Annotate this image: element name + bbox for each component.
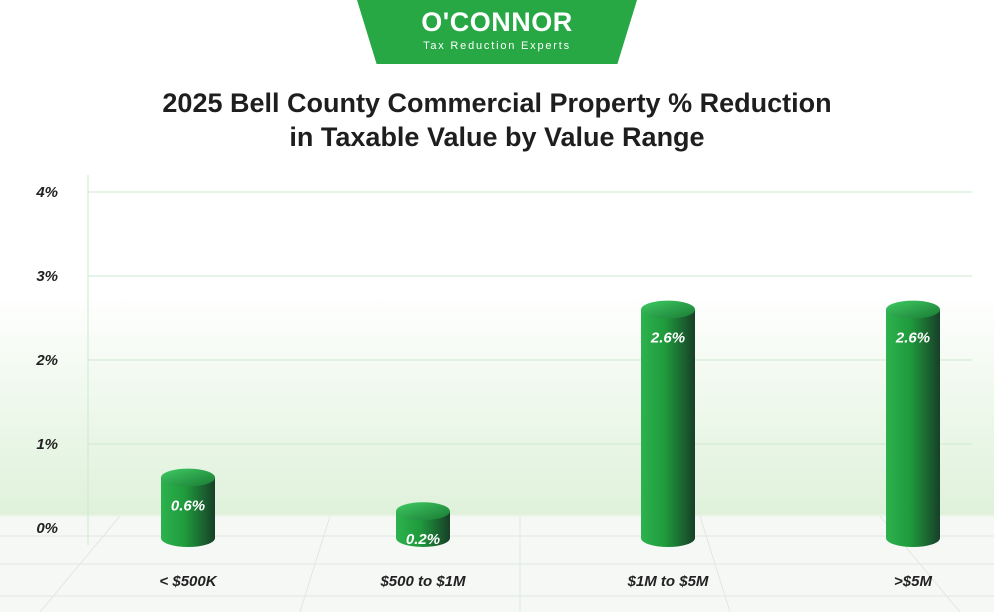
- bar: [641, 300, 695, 547]
- logo-tagline: Tax Reduction Experts: [423, 40, 571, 52]
- bar: [886, 300, 940, 547]
- logo-banner: [357, 0, 637, 64]
- bar-body: [641, 309, 695, 547]
- bar-top: [886, 300, 940, 319]
- chart-title: 2025 Bell County Commercial Property % R…: [0, 86, 994, 154]
- data-label: 0.6%: [171, 498, 205, 515]
- x-axis-ticks: < $500K $500 to $1M $1M to $5M >$5M: [159, 573, 932, 590]
- x-tick-label: < $500K: [159, 573, 217, 590]
- bars: 0.6% 0.2% 2.6% 2.6%: [161, 300, 940, 548]
- y-axis-ticks: 0% 1% 2% 3% 4%: [35, 184, 58, 537]
- y-tick-label: 3%: [36, 268, 58, 285]
- chart-title-line-1: 2025 Bell County Commercial Property % R…: [162, 88, 832, 118]
- y-tick-label: 4%: [35, 184, 58, 201]
- data-label: 2.6%: [895, 330, 930, 347]
- logo-name: O'CONNOR: [421, 7, 573, 37]
- data-label: 0.2%: [406, 531, 440, 548]
- x-tick-label: $500 to $1M: [379, 573, 466, 590]
- y-tick-label: 0%: [36, 520, 58, 537]
- y-tick-label: 1%: [36, 436, 58, 453]
- bar-body: [886, 309, 940, 547]
- bar-body: [161, 477, 215, 547]
- chart-title-line-2: in Taxable Value by Value Range: [289, 122, 705, 152]
- bar-top: [161, 468, 215, 487]
- bar-top: [641, 300, 695, 319]
- gridlines: [87, 175, 972, 545]
- bar: [161, 468, 215, 547]
- bar-body: [396, 511, 450, 547]
- bar: [396, 502, 450, 547]
- data-label: 2.6%: [650, 330, 685, 347]
- x-tick-label: $1M to $5M: [627, 573, 709, 590]
- y-tick-label: 2%: [35, 352, 58, 369]
- x-tick-label: >$5M: [894, 573, 932, 590]
- bar-top: [396, 502, 450, 521]
